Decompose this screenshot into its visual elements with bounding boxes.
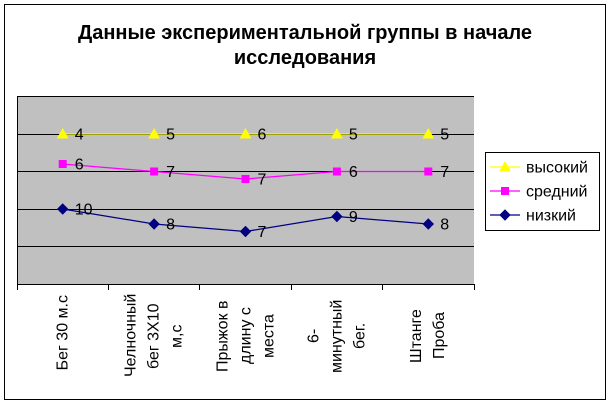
- data-label: 4: [75, 127, 84, 144]
- legend-marker: [501, 187, 509, 195]
- data-point-marker: [241, 175, 250, 183]
- data-point-marker: [150, 167, 159, 176]
- data-label: 9: [349, 209, 358, 226]
- data-point-marker: [56, 127, 69, 139]
- data-point-marker: [148, 218, 160, 230]
- legend-marker: [499, 209, 511, 221]
- category-label: 6-минутный бег.: [305, 299, 369, 373]
- category-label: Челночный бег 3Х10 м,с: [122, 293, 186, 377]
- data-point-marker: [332, 167, 341, 176]
- data-label: 6: [258, 127, 267, 144]
- data-label: 5: [166, 127, 175, 144]
- legend-label: высокий: [526, 160, 588, 177]
- series: [56, 127, 435, 139]
- plot-area: [17, 96, 474, 284]
- data-point-marker: [239, 225, 252, 238]
- data-point-marker: [56, 203, 69, 215]
- data-label: 7: [440, 164, 449, 181]
- data-label: 5: [349, 127, 358, 144]
- data-point-marker: [422, 127, 435, 139]
- data-point-marker: [239, 127, 252, 139]
- data-label: 8: [166, 217, 175, 234]
- data-point-marker: [422, 218, 435, 230]
- legend-label: низкий: [526, 208, 576, 225]
- legend-entry: низкий: [490, 208, 576, 225]
- data-point-marker: [58, 160, 67, 168]
- data-label: 7: [166, 164, 175, 181]
- series: [58, 160, 433, 183]
- category-label: Бег 30 м.с: [54, 295, 72, 371]
- category-label: Штанге Проба: [408, 309, 449, 363]
- data-label: 7: [258, 172, 267, 189]
- data-label: 10: [75, 202, 93, 219]
- data-point-marker: [331, 210, 343, 223]
- data-label: 8: [440, 217, 449, 234]
- data-label: 6: [349, 164, 358, 181]
- data-label: 6: [75, 157, 84, 174]
- legend: высокий средний низкий: [485, 152, 600, 231]
- data-point-marker: [424, 167, 433, 176]
- series: [56, 203, 435, 238]
- chart-title: Данные экспериментальной группы в начале…: [77, 22, 533, 69]
- data-label: 7: [258, 224, 267, 241]
- legend-label: средний: [526, 184, 588, 201]
- data-label: 5: [440, 127, 449, 144]
- legend-entry: высокий: [490, 160, 588, 177]
- legend-marker: [499, 160, 511, 172]
- category-label: Прыжок в длину с места: [214, 300, 277, 372]
- legend-entry: средний: [490, 184, 588, 201]
- data-point-marker: [148, 127, 160, 139]
- data-point-marker: [331, 127, 343, 139]
